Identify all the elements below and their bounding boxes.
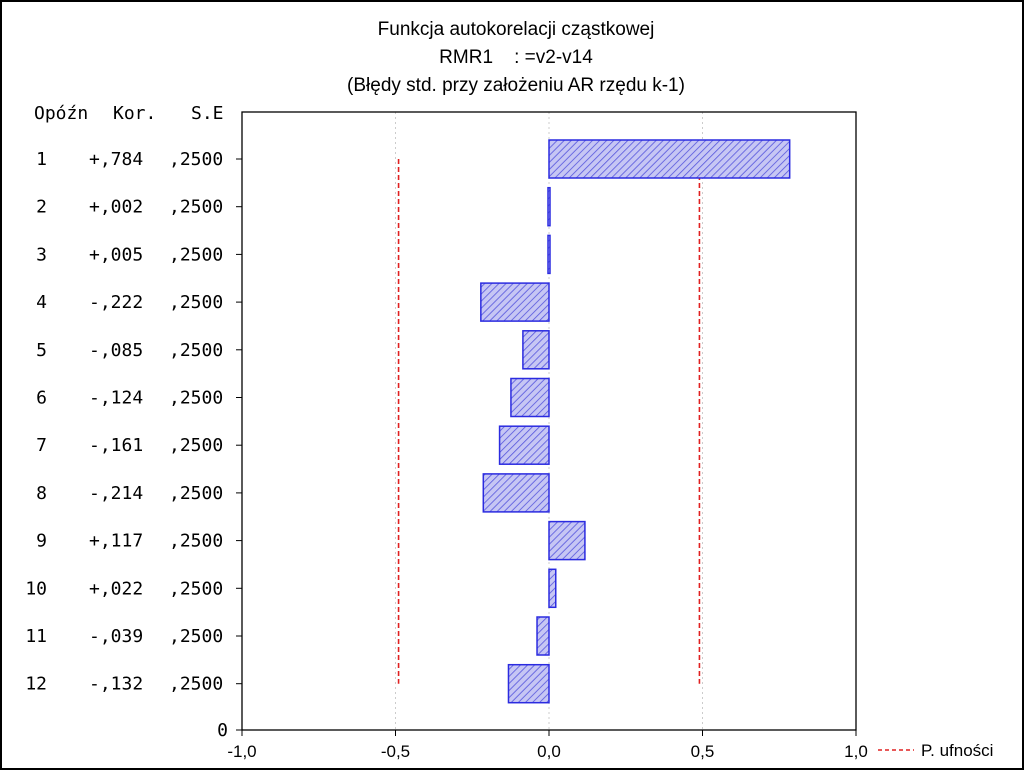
legend-label: P. ufności — [921, 741, 993, 760]
bar-lag-11 — [536, 616, 550, 656]
row-corr-label: -,222 — [89, 292, 143, 313]
row-se-label: ,2500 — [169, 674, 223, 695]
row-se-label: ,2500 — [169, 149, 223, 170]
row-corr-label: -,039 — [89, 626, 143, 647]
bar-lag-10 — [548, 568, 557, 609]
row-lag-label: 8 — [36, 483, 47, 504]
bar-lag-12 — [507, 663, 550, 704]
row-lag-label: 11 — [25, 626, 47, 647]
row-se-label: ,2500 — [169, 483, 223, 504]
header-se: S.E — [191, 103, 224, 124]
chart-title-line-1: Funkcja autokorelacji cząstkowej — [378, 19, 655, 40]
row-corr-label: -,132 — [89, 674, 143, 695]
row-se-label: ,2500 — [169, 197, 223, 218]
legend: P. ufności — [878, 741, 993, 760]
row-se-label: ,2500 — [169, 578, 223, 599]
row-se-label: ,2500 — [169, 292, 223, 313]
row-lag-label: 2 — [36, 197, 47, 218]
bar-lag-1 — [548, 139, 791, 179]
bar-lag-6 — [510, 377, 550, 418]
row-corr-label: -,214 — [89, 483, 143, 504]
bar-lag-2 — [547, 186, 551, 227]
x-tick-label: 1,0 — [844, 742, 868, 761]
row-lag-label: 5 — [36, 340, 47, 361]
chart-title-line-3: (Błędy std. przy założeniu AR rzędu k-1) — [347, 75, 685, 96]
header-lag: Opóźn — [34, 103, 88, 124]
row-se-label: ,2500 — [169, 435, 223, 456]
row-corr-label: -,124 — [89, 388, 143, 409]
row-corr-label: +,784 — [89, 149, 143, 170]
bar-lag-8 — [482, 473, 550, 513]
row-corr-label: +,117 — [89, 531, 143, 552]
row-se-label: ,2500 — [169, 388, 223, 409]
row-lag-label: 9 — [36, 531, 47, 552]
row-lag-label: 12 — [25, 674, 47, 695]
row-lag-label: 10 — [25, 578, 47, 599]
row-lag-label: 7 — [36, 435, 47, 456]
bar-lag-3 — [547, 234, 551, 275]
chart-title-line-2: RMR1 : =v2-v14 — [439, 47, 593, 68]
x-tick-label: 0,5 — [691, 742, 715, 761]
bar-lag-9 — [548, 520, 586, 561]
x-tick-label: 0,0 — [537, 742, 561, 761]
zero-row-label: 0 — [217, 720, 228, 741]
x-tick-label: -0,5 — [381, 742, 410, 761]
row-lag-label: 3 — [36, 244, 47, 265]
bar-lag-5 — [522, 330, 550, 370]
row-se-label: ,2500 — [169, 626, 223, 647]
row-corr-label: +,005 — [89, 244, 143, 265]
row-se-label: ,2500 — [169, 531, 223, 552]
bars-layer — [480, 139, 791, 704]
row-corr-label: +,022 — [89, 578, 143, 599]
row-corr-label: +,002 — [89, 197, 143, 218]
row-lag-label: 6 — [36, 388, 47, 409]
row-se-label: ,2500 — [169, 340, 223, 361]
x-tick-label: -1,0 — [227, 742, 256, 761]
table-rows-layer: 1 +,784 ,2500 2 +,002 ,2500 3 +,005 ,2500 4 -,222,… — [25, 149, 228, 741]
header-corr: Kor. — [113, 103, 156, 124]
row-se-label: ,2500 — [169, 244, 223, 265]
row-corr-label: -,085 — [89, 340, 143, 361]
bar-lag-4 — [480, 282, 550, 322]
y-ticks-layer — [236, 158, 242, 731]
row-lag-label: 1 — [36, 149, 47, 170]
x-ticks-layer: -1,0 -0,5 0,0 0,5 1,0 — [227, 730, 868, 761]
row-lag-label: 4 — [36, 292, 47, 313]
bar-lag-7 — [498, 425, 550, 465]
row-corr-label: -,161 — [89, 435, 143, 456]
